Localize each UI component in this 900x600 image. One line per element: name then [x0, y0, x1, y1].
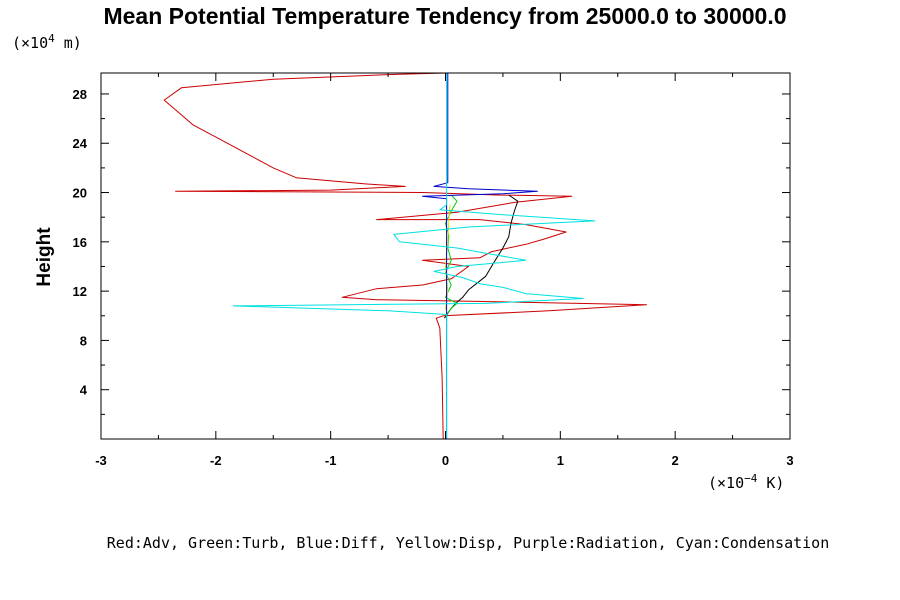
chart-title: Mean Potential Temperature Tendency from…	[103, 3, 786, 29]
legend-text: Red:Adv, Green:Turb, Blue:Diff, Yellow:D…	[107, 534, 829, 552]
x-axis-ticks: -3 -2 -1 0 1 2 3	[95, 73, 794, 468]
x-tick-label: 0	[442, 453, 449, 468]
y-tick-label: 4	[80, 383, 88, 398]
y-tick-label: 12	[73, 284, 87, 299]
y-tick-label: 20	[73, 186, 87, 201]
x-tick-label: -2	[210, 453, 222, 468]
series-line-5	[232, 73, 596, 439]
series-line-0	[163, 72, 647, 440]
plot-frame	[100, 72, 791, 440]
x-tick-label: 3	[786, 453, 793, 468]
y-axis-label: Height	[34, 227, 55, 287]
x-tick-label: 2	[672, 453, 679, 468]
y-axis-ticks: 4 8 12 16 20 24 28	[73, 87, 790, 415]
y-tick-label: 28	[73, 87, 87, 102]
x-unit-label: (×10−4 K)	[708, 472, 784, 492]
series-line-4	[422, 73, 538, 439]
y-tick-label: 16	[73, 235, 87, 250]
x-tick-label: 1	[557, 453, 564, 468]
series-layer	[163, 72, 647, 440]
y-tick-label: 8	[80, 333, 87, 348]
x-tick-label: -3	[95, 453, 107, 468]
y-unit-label: (×104 m)	[12, 32, 82, 52]
y-tick-label: 24	[73, 136, 88, 151]
x-tick-label: -1	[325, 453, 337, 468]
